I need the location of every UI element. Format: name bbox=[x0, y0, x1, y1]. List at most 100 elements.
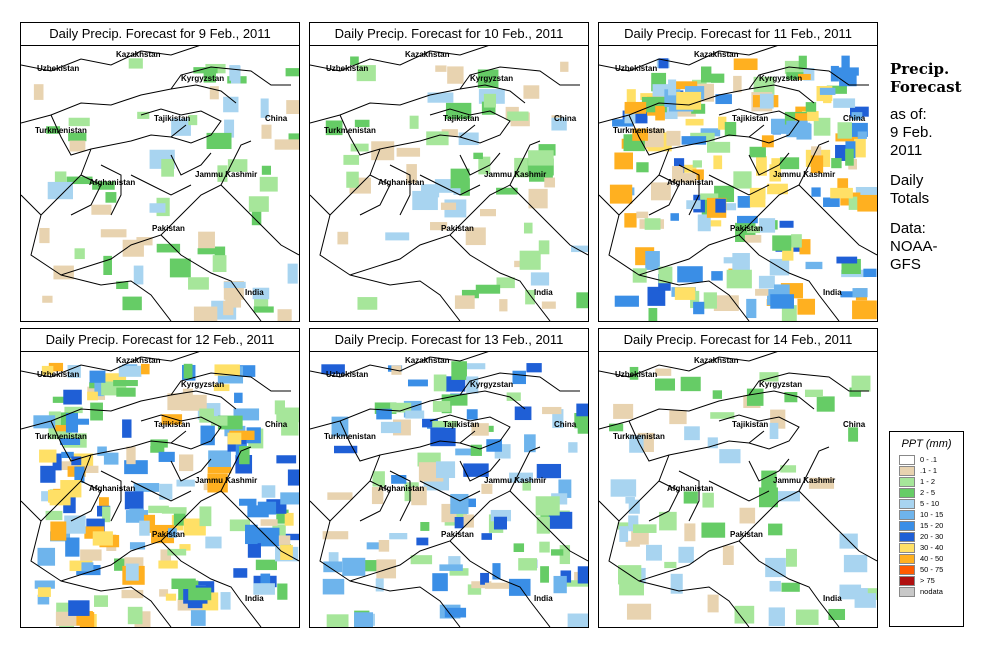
precip-cell bbox=[326, 614, 349, 627]
precip-cell bbox=[322, 578, 345, 595]
precip-cell bbox=[758, 487, 778, 508]
border-line bbox=[419, 174, 481, 196]
precip-cell bbox=[167, 393, 190, 411]
border-line bbox=[339, 114, 476, 156]
map-label-afghanistan: Afghanistan bbox=[378, 484, 424, 493]
precip-cell bbox=[700, 128, 721, 137]
map-label-kazakhstan: Kazakhstan bbox=[405, 50, 450, 59]
precip-cell bbox=[650, 182, 671, 201]
precip-cell bbox=[769, 580, 781, 592]
precip-cell bbox=[205, 536, 222, 549]
precip-cell bbox=[199, 506, 212, 527]
precip-cell bbox=[422, 418, 438, 428]
precip-cell bbox=[781, 582, 800, 592]
precip-cell bbox=[97, 446, 107, 456]
map-label-kazakhstan: Kazakhstan bbox=[116, 50, 161, 59]
precip-cell bbox=[779, 157, 800, 170]
precip-cell bbox=[448, 556, 461, 568]
precip-cell bbox=[103, 255, 112, 275]
map-label-uzbekistan: Uzbekistan bbox=[37, 370, 79, 379]
precip-cell bbox=[553, 575, 567, 594]
map-label-afghanistan: Afghanistan bbox=[89, 178, 135, 187]
precip-cell bbox=[805, 261, 823, 270]
precip-cell bbox=[455, 448, 477, 456]
precip-cell bbox=[647, 286, 666, 306]
precip-cell bbox=[137, 111, 150, 119]
precip-cell bbox=[374, 402, 397, 414]
ppt-legend: PPT (mm) 0 - .1 .1 - 1 1 - 2 2 - 5 5 - 10 10 … bbox=[889, 431, 964, 627]
data-line2: NOAA- bbox=[890, 238, 938, 255]
precip-cell bbox=[450, 394, 468, 406]
precip-cell bbox=[188, 587, 212, 601]
precip-cell bbox=[664, 561, 677, 569]
precip-cell bbox=[715, 94, 732, 105]
precip-cell bbox=[206, 132, 232, 150]
precip-cell bbox=[536, 463, 562, 479]
precip-cell bbox=[67, 365, 81, 378]
precip-cell bbox=[782, 245, 794, 261]
precip-cell bbox=[321, 364, 345, 375]
precip-cell bbox=[655, 368, 672, 376]
precip-cell bbox=[761, 135, 774, 148]
precip-cell bbox=[746, 388, 764, 406]
precip-cell bbox=[158, 560, 178, 569]
precip-cell bbox=[105, 192, 117, 203]
forecast-panel-feb10: Daily Precip. Forecast for 10 Feb., 2011… bbox=[309, 22, 589, 322]
precip-cell bbox=[203, 67, 216, 83]
precip-cell bbox=[678, 546, 694, 563]
precip-cell bbox=[390, 402, 412, 413]
precip-cell bbox=[357, 297, 378, 310]
precip-map: Uzbekistan Kazakhstan Kyrgyzstan Tajikistan… bbox=[310, 45, 588, 321]
precip-cell bbox=[826, 85, 847, 94]
precip-cell bbox=[113, 380, 138, 387]
map-label-china: China bbox=[265, 420, 288, 429]
border-line bbox=[30, 446, 252, 582]
precip-cell bbox=[214, 364, 240, 376]
precip-cell bbox=[854, 593, 876, 608]
legend-label: 20 - 30 bbox=[920, 532, 944, 541]
precip-cell bbox=[732, 253, 750, 272]
precip-cell bbox=[619, 526, 629, 542]
map-label-tajikistan: Tajikistan bbox=[443, 420, 479, 429]
precip-cell bbox=[852, 288, 868, 298]
border-line bbox=[798, 184, 877, 256]
legend-label: 2 - 5 bbox=[920, 488, 936, 497]
border-line bbox=[70, 480, 102, 522]
precip-cell bbox=[173, 508, 186, 526]
precip-cell bbox=[840, 291, 860, 298]
precip-cell bbox=[389, 533, 408, 540]
precip-cell bbox=[229, 430, 255, 440]
map-label-kyrgyzstan: Kyrgyzstan bbox=[470, 380, 513, 389]
precip-cell bbox=[658, 58, 669, 69]
precip-cell bbox=[644, 218, 661, 230]
legend-swatch bbox=[899, 465, 915, 476]
precip-cell bbox=[287, 263, 298, 284]
precip-cell bbox=[524, 434, 536, 453]
panel-title: Daily Precip. Forecast for 11 Feb., 2011 bbox=[599, 23, 877, 46]
precip-cell bbox=[148, 505, 169, 514]
precip-cell bbox=[768, 607, 785, 627]
map-label-jammu-kashmir: Jammu Kashmir bbox=[484, 476, 546, 485]
legend-swatch bbox=[899, 476, 915, 487]
precip-cell bbox=[66, 176, 93, 185]
precip-cell bbox=[767, 183, 788, 195]
border-line bbox=[798, 490, 877, 562]
precip-cell bbox=[733, 171, 752, 189]
precip-cell bbox=[499, 299, 508, 312]
precip-cell bbox=[486, 439, 502, 452]
precip-cell bbox=[813, 117, 831, 136]
precip-cell bbox=[406, 164, 417, 184]
precip-cell bbox=[150, 446, 165, 453]
precip-cell bbox=[52, 396, 64, 403]
border-line bbox=[100, 164, 122, 216]
legend-item: 40 - 50 bbox=[899, 553, 963, 564]
precip-cell bbox=[568, 442, 578, 453]
precip-cell bbox=[411, 486, 427, 506]
legend-item: 50 - 75 bbox=[899, 564, 963, 575]
precip-cell bbox=[851, 112, 863, 120]
precip-cell bbox=[136, 237, 153, 246]
precip-cell bbox=[833, 98, 856, 108]
border-line bbox=[319, 446, 541, 582]
precip-cell bbox=[208, 450, 232, 468]
precip-cell bbox=[535, 496, 560, 516]
